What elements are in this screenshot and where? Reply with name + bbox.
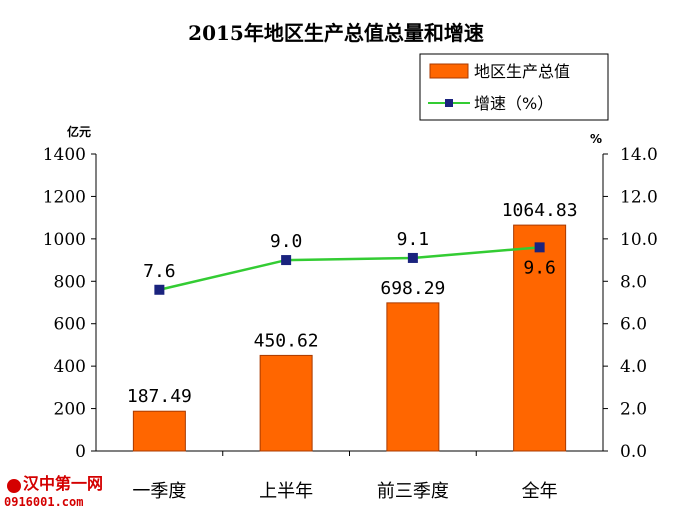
left-tick-label: 800 bbox=[54, 272, 86, 292]
bar-data-labels: 187.49 450.62 698.29 1064.83 bbox=[127, 200, 578, 407]
left-tick-label: 0 bbox=[75, 442, 86, 462]
bar bbox=[386, 302, 440, 452]
right-tick-label: 12.0 bbox=[620, 187, 658, 207]
chart-title: 2015年地区生产总值总量和增速 bbox=[188, 21, 484, 45]
category-label: 全年 bbox=[522, 481, 558, 502]
legend-marker-swatch bbox=[445, 99, 453, 107]
right-tick-label: 4.0 bbox=[620, 357, 647, 377]
left-tick-label: 1000 bbox=[43, 230, 86, 250]
legend-bar-swatch bbox=[429, 63, 469, 79]
right-tick-label: 10.0 bbox=[620, 230, 658, 250]
growth-point bbox=[281, 255, 292, 266]
left-tick-label: 600 bbox=[54, 315, 86, 335]
bar bbox=[132, 410, 186, 452]
left-tick-label: 200 bbox=[54, 400, 86, 420]
growth-value-label: 9.6 bbox=[523, 257, 556, 278]
left-axis-unit: 亿元 bbox=[67, 124, 91, 139]
watermark: 汉中第一网 0916001.com bbox=[4, 474, 103, 509]
category-labels: 一季度 上半年 前三季度 全年 bbox=[132, 451, 558, 502]
bar-value-label: 187.49 bbox=[127, 386, 192, 407]
bar-value-label: 1064.83 bbox=[502, 200, 578, 221]
growth-value-label: 9.0 bbox=[270, 231, 303, 252]
growth-line-series: 7.6 9.0 9.1 9.6 bbox=[143, 229, 556, 295]
left-tick-label: 1400 bbox=[43, 145, 86, 165]
bar-series bbox=[132, 224, 567, 452]
right-axis-ticks: 0.0 2.0 4.0 6.0 8.0 10.0 12.0 14.0 bbox=[603, 145, 658, 462]
category-label: 前三季度 bbox=[377, 481, 449, 502]
growth-point bbox=[154, 284, 165, 295]
bar bbox=[513, 224, 567, 452]
growth-line bbox=[159, 246, 540, 291]
legend-label-bar: 地区生产总值 bbox=[474, 62, 570, 81]
left-tick-label: 1200 bbox=[43, 187, 86, 207]
watermark-url: 0916001.com bbox=[4, 495, 83, 509]
left-tick-label: 400 bbox=[54, 357, 86, 377]
category-label: 上半年 bbox=[259, 481, 313, 502]
category-label: 一季度 bbox=[132, 481, 186, 502]
growth-value-label: 9.1 bbox=[397, 229, 430, 250]
bar-value-label: 450.62 bbox=[254, 330, 319, 351]
watermark-logo-icon bbox=[7, 479, 21, 493]
right-axis-unit: % bbox=[590, 132, 602, 146]
growth-point bbox=[407, 252, 418, 263]
legend: 地区生产总值 增速（%） bbox=[419, 53, 609, 121]
bar-value-label: 698.29 bbox=[380, 278, 445, 299]
legend-label-line: 增速（%） bbox=[474, 94, 553, 113]
right-tick-label: 6.0 bbox=[620, 315, 647, 335]
right-tick-label: 14.0 bbox=[620, 145, 658, 165]
growth-value-label: 7.6 bbox=[143, 261, 176, 282]
bar bbox=[259, 354, 313, 452]
growth-point bbox=[534, 242, 545, 253]
right-tick-label: 8.0 bbox=[620, 272, 647, 292]
right-tick-label: 0.0 bbox=[620, 442, 647, 462]
left-axis-ticks: 0 200 400 600 800 1000 1200 1400 bbox=[43, 145, 96, 462]
watermark-text: 汉中第一网 bbox=[23, 474, 103, 493]
right-tick-label: 2.0 bbox=[620, 400, 647, 420]
